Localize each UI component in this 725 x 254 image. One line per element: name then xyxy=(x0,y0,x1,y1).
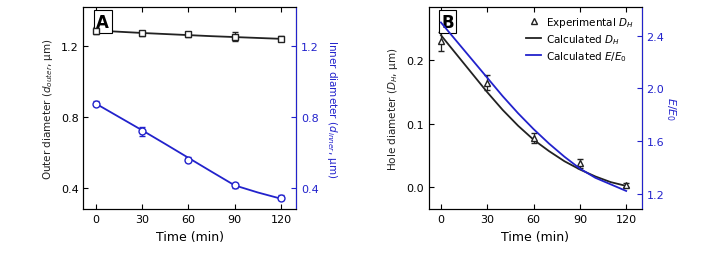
X-axis label: Time (min): Time (min) xyxy=(156,230,224,243)
Y-axis label: Hole diameter ($D_H$, μm): Hole diameter ($D_H$, μm) xyxy=(386,47,400,170)
Y-axis label: Inner diameter ($d_{inner}$, μm): Inner diameter ($d_{inner}$, μm) xyxy=(325,40,339,178)
Text: B: B xyxy=(442,14,454,31)
Legend: Experimental $D_H$, Calculated $D_H$, Calculated $E/E_0$: Experimental $D_H$, Calculated $D_H$, Ca… xyxy=(523,13,637,67)
X-axis label: Time (min): Time (min) xyxy=(501,230,569,243)
Y-axis label: $E/E_0$: $E/E_0$ xyxy=(664,97,679,121)
Text: A: A xyxy=(96,14,109,31)
Y-axis label: Outer diameter ($d_{outer}$, μm): Outer diameter ($d_{outer}$, μm) xyxy=(41,38,55,179)
